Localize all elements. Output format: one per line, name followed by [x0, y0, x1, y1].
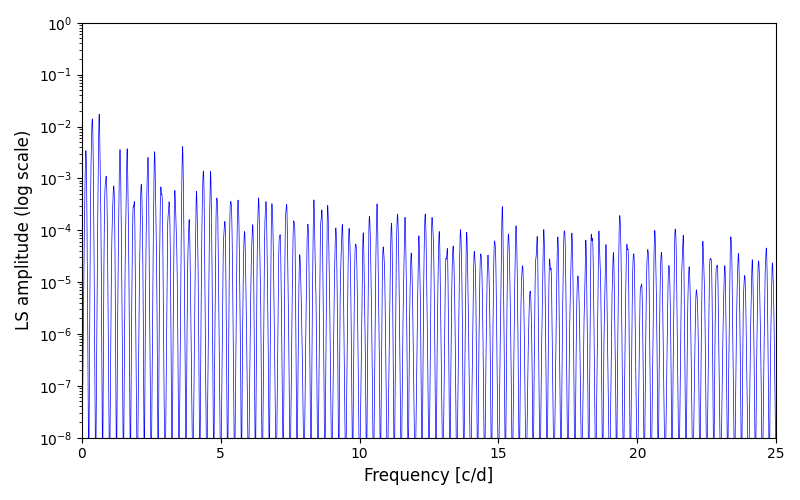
- Y-axis label: LS amplitude (log scale): LS amplitude (log scale): [15, 130, 33, 330]
- X-axis label: Frequency [c/d]: Frequency [c/d]: [364, 467, 494, 485]
